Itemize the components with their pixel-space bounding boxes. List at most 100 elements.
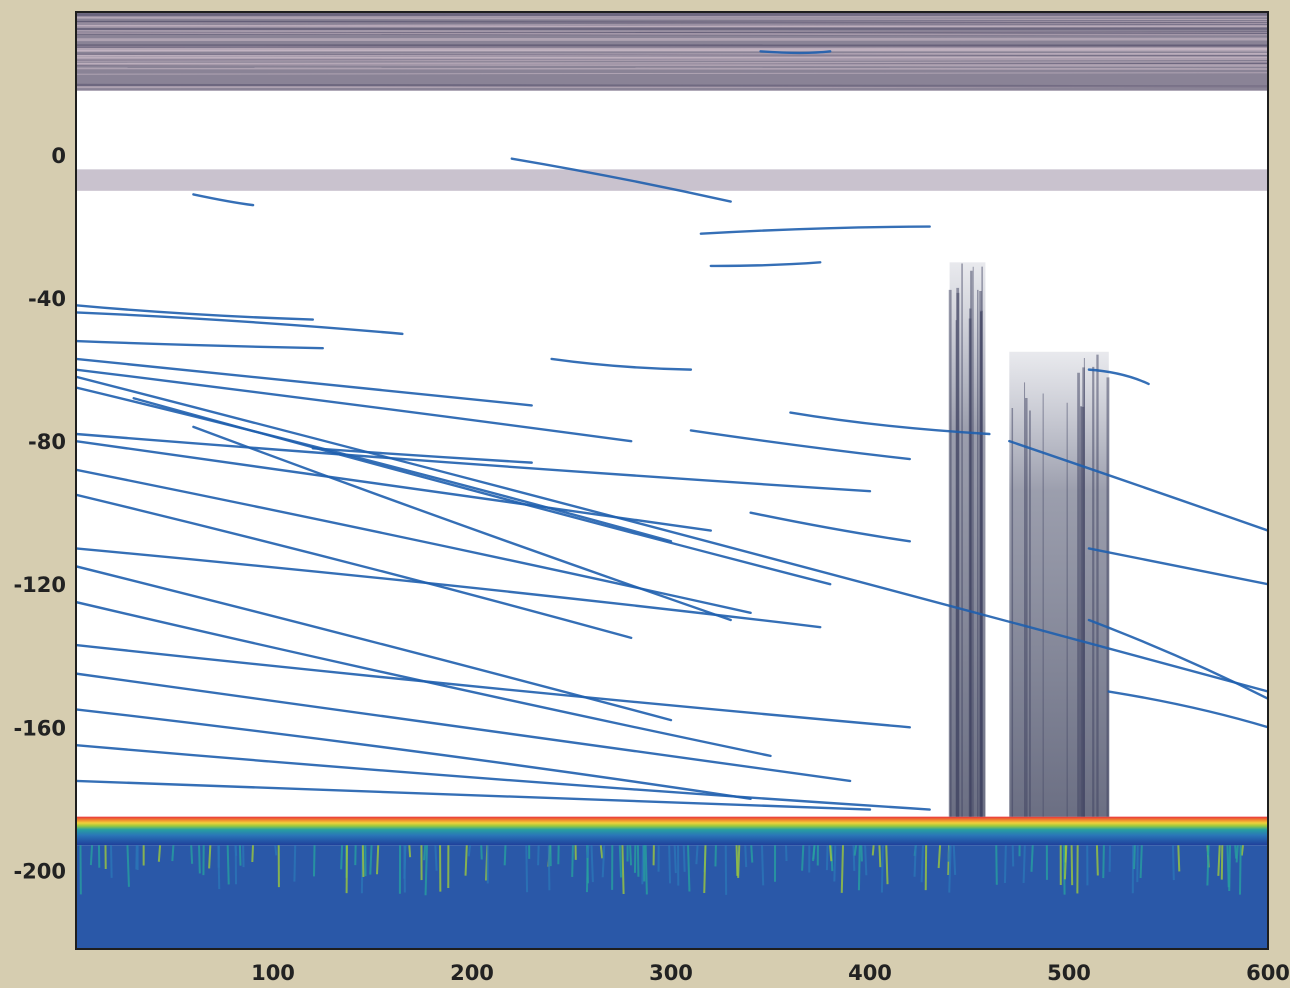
layer-band xyxy=(76,169,1268,191)
sub-bottom-texture xyxy=(1228,845,1232,892)
sub-bottom-texture xyxy=(1139,845,1143,879)
target-trace-5 xyxy=(76,368,633,443)
surface-band-texture xyxy=(76,22,1268,26)
sub-bottom-texture xyxy=(537,845,540,866)
surface-band-texture xyxy=(76,83,1268,88)
sub-bottom-texture xyxy=(750,845,754,863)
target-trace-19 xyxy=(76,708,752,800)
target-trace-31 xyxy=(1087,547,1268,586)
sub-bottom-texture xyxy=(703,845,707,894)
sub-bottom-texture xyxy=(937,845,942,869)
sub-bottom-texture xyxy=(682,845,686,872)
sub-bottom-texture xyxy=(1070,845,1074,886)
sub-bottom-texture xyxy=(1177,845,1181,872)
sub-bottom-texture xyxy=(885,845,889,885)
surface-band-texture xyxy=(76,72,1268,75)
y-tick-label--200: -200 xyxy=(13,859,66,883)
sub-bottom-texture xyxy=(784,845,788,862)
sub-bottom-texture xyxy=(1235,845,1239,863)
sub-bottom-texture xyxy=(126,845,130,887)
surface-band-texture xyxy=(76,37,1268,42)
sub-bottom-texture xyxy=(636,845,640,877)
sub-bottom-texture xyxy=(737,845,741,879)
x-tick-label-200: 200 xyxy=(450,961,494,985)
target-trace-36 xyxy=(550,357,693,371)
sub-bottom-texture xyxy=(599,845,604,859)
target-trace-29 xyxy=(1087,368,1150,386)
sub-bottom-texture xyxy=(547,845,551,891)
sub-bottom-texture xyxy=(408,845,412,858)
sub-bottom-texture xyxy=(829,845,833,862)
seabed-return xyxy=(76,816,1268,846)
sub-bottom-texture xyxy=(952,845,957,876)
sub-bottom-texture xyxy=(274,845,278,856)
target-trace-20 xyxy=(76,743,931,811)
sub-bottom-texture xyxy=(464,845,468,876)
sub-bottom-texture xyxy=(948,845,952,893)
sub-bottom-texture xyxy=(571,845,574,877)
sub-bottom-texture xyxy=(840,845,844,893)
sub-bottom-texture xyxy=(361,845,365,878)
sub-bottom-texture xyxy=(880,845,884,893)
sub-bottom-texture xyxy=(238,845,242,866)
target-trace-25 xyxy=(510,157,732,203)
sub-bottom-texture xyxy=(864,845,868,876)
sub-bottom-texture xyxy=(226,845,230,885)
sub-bottom-texture xyxy=(586,845,590,859)
sub-bottom-texture xyxy=(467,845,472,857)
sub-bottom-texture xyxy=(920,845,924,883)
sub-bottom-texture xyxy=(744,845,748,868)
target-trace-27 xyxy=(699,225,931,235)
sub-bottom-texture xyxy=(251,845,254,863)
sub-bottom-texture xyxy=(110,845,113,878)
sub-bottom-texture xyxy=(801,845,805,871)
sub-bottom-texture xyxy=(860,845,863,862)
sub-bottom-texture xyxy=(687,845,691,892)
sub-bottom-texture xyxy=(1240,845,1244,856)
target-trace-4 xyxy=(76,357,533,407)
sub-bottom-texture xyxy=(1022,845,1026,884)
surface-band-texture xyxy=(76,17,1268,21)
sub-bottom-texture xyxy=(673,845,677,874)
target-trace-7 xyxy=(76,386,673,543)
target-trace-1 xyxy=(76,304,315,321)
x-tick-label-300: 300 xyxy=(649,961,693,985)
surface-band-texture xyxy=(76,67,1268,70)
sub-bottom-texture xyxy=(833,845,837,882)
sub-bottom-texture xyxy=(424,845,428,896)
sub-bottom-texture xyxy=(1217,845,1221,876)
sub-bottom-texture xyxy=(641,845,645,885)
sub-bottom-texture xyxy=(293,845,297,882)
x-axis: 100 200 300 400 500 600 xyxy=(251,961,1290,985)
sub-bottom-texture xyxy=(89,845,94,866)
sub-bottom-texture xyxy=(423,845,427,861)
surface-band-texture xyxy=(76,62,1268,67)
sub-bottom-texture xyxy=(1030,845,1034,872)
surface-band-texture xyxy=(76,32,1268,36)
sub-bottom-texture xyxy=(618,845,623,878)
surface-band-texture xyxy=(76,15,1268,18)
sub-bottom-texture xyxy=(208,845,212,869)
sub-bottom-texture xyxy=(947,845,951,862)
target-trace-6 xyxy=(76,375,1268,693)
y-tick-label--40: -40 xyxy=(28,287,66,311)
sub-bottom-texture xyxy=(1095,845,1099,876)
target-trace-23 xyxy=(689,429,912,461)
sub-bottom-texture xyxy=(171,845,175,862)
target-trace-11 xyxy=(192,425,732,622)
target-trace-13 xyxy=(76,493,633,640)
sub-bottom xyxy=(76,845,1268,949)
target-trace-22 xyxy=(789,411,991,436)
sub-bottom-texture xyxy=(871,845,875,856)
sub-bottom-texture xyxy=(503,845,507,866)
target-trace-9 xyxy=(76,432,872,493)
plot-area xyxy=(76,12,1268,949)
sub-bottom-texture xyxy=(157,845,162,862)
surface-band-texture xyxy=(76,53,1268,57)
target-trace-26 xyxy=(192,193,255,207)
target-trace-28 xyxy=(709,261,822,268)
sub-bottom-texture xyxy=(995,845,998,885)
sub-bottom-texture xyxy=(853,845,858,856)
sub-bottom-texture xyxy=(878,845,882,868)
